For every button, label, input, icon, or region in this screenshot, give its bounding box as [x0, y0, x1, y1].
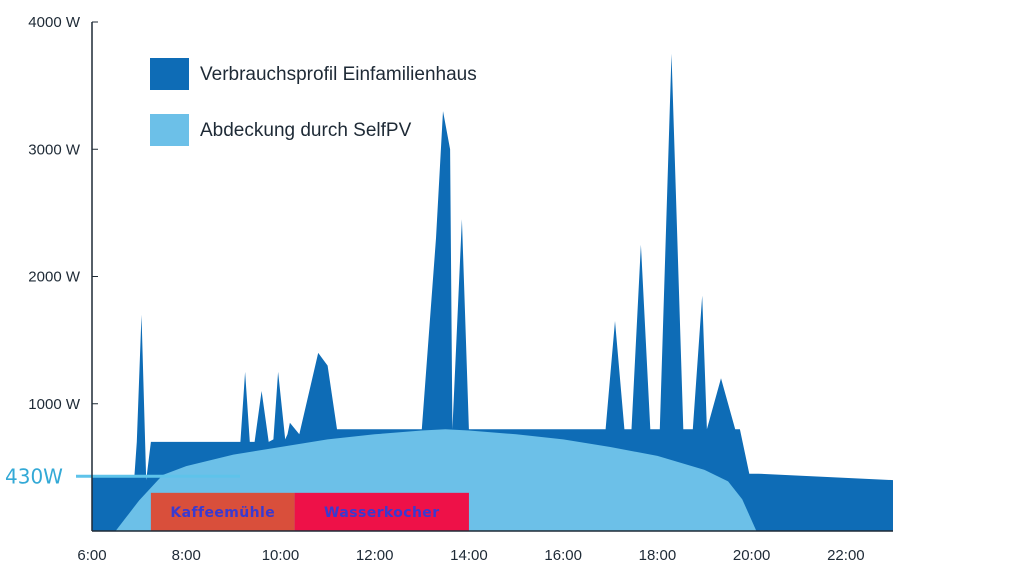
kaffeemuehle-box-label: Kaffeemühle — [170, 505, 275, 521]
x-tick-label: 10:00 — [262, 547, 300, 564]
kaffeemuehle-box — [150, 492, 295, 531]
wasserkocher-box — [294, 492, 469, 531]
wasserkocher-box-label: Wasserkocher — [324, 505, 439, 521]
x-tick-label: 20:00 — [733, 547, 771, 564]
y-tick-label: 4000 W — [28, 14, 81, 31]
x-tick-label: 22:00 — [827, 547, 865, 564]
x-tick-label: 6:00 — [77, 547, 106, 564]
legend-selfpv-label: Abdeckung durch SelfPV — [200, 120, 412, 141]
legend-selfpv: Abdeckung durch SelfPV — [150, 114, 412, 146]
x-tick-label: 16:00 — [544, 547, 582, 564]
y-tick-label: 2000 W — [28, 269, 81, 286]
legend-consumption-swatch — [150, 58, 189, 90]
y-tick-label: 3000 W — [28, 141, 81, 158]
x-tick-label: 8:00 — [172, 547, 201, 564]
legend-consumption: Verbrauchsprofil Einfamilienhaus — [150, 58, 477, 90]
reference-line-label: 430W — [5, 464, 63, 488]
y-tick-label: 1000 W — [28, 396, 81, 413]
x-tick-label: 14:00 — [450, 547, 488, 564]
legend-selfpv-swatch — [150, 114, 189, 146]
x-tick-label: 12:00 — [356, 547, 394, 564]
legend-consumption-label: Verbrauchsprofil Einfamilienhaus — [200, 64, 477, 85]
x-tick-label: 18:00 — [639, 547, 677, 564]
